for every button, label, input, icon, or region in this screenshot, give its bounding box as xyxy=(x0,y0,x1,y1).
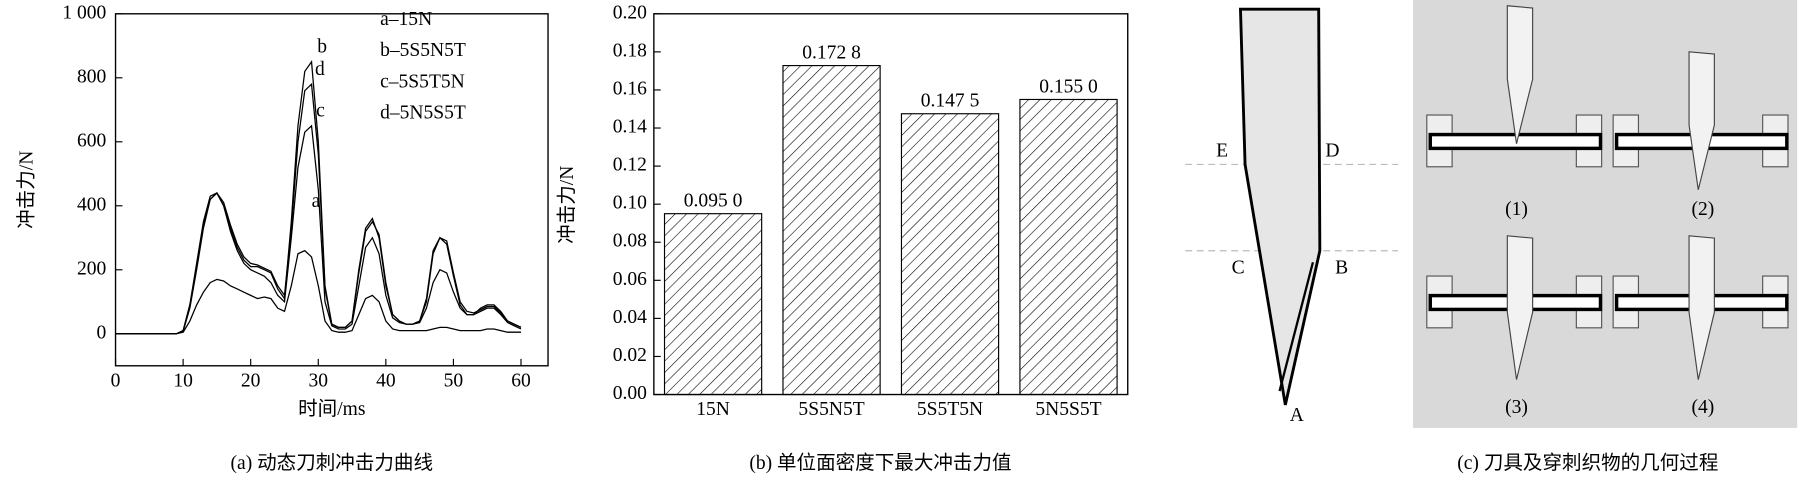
x-tick-label: 50 xyxy=(444,370,464,391)
y-tick-label: 200 xyxy=(77,258,107,279)
bar xyxy=(663,213,763,396)
x-tick-label: 0 xyxy=(111,370,121,391)
y-axis-label: 冲击力/N xyxy=(16,151,38,229)
y-tick-label: 0.16 xyxy=(613,78,647,99)
y-tick-label: 800 xyxy=(77,66,107,87)
y-tick-label: 0.14 xyxy=(613,117,647,138)
x-tick-label: 5S5N5T xyxy=(798,399,864,420)
step-label: (3) xyxy=(1505,397,1528,418)
curve-label: b xyxy=(317,36,327,57)
point-label: B xyxy=(1335,258,1348,279)
value-label: 0.172 8 xyxy=(802,43,861,64)
plot-frame xyxy=(114,13,549,367)
step-label: (1) xyxy=(1505,199,1528,220)
y-tick-label: 0 xyxy=(97,322,107,343)
bar xyxy=(900,113,1000,396)
knife xyxy=(1506,5,1534,144)
process-panel xyxy=(1413,0,1798,428)
x-tick-label: 60 xyxy=(511,370,531,391)
knife xyxy=(1238,7,1322,406)
x-tick-label: 15N xyxy=(696,399,730,420)
y-tick-label: 0.04 xyxy=(613,307,647,328)
knife-edge xyxy=(1278,261,1315,392)
knife xyxy=(1506,235,1534,380)
point-label: E xyxy=(1216,140,1228,161)
legend-label: b–5S5N5T xyxy=(380,40,466,61)
legend-label: a–15N xyxy=(380,9,432,30)
curve-label: d xyxy=(315,59,325,80)
x-tick-label: 40 xyxy=(376,370,396,391)
y-tick-label: 0.18 xyxy=(613,40,647,61)
knife-diagram xyxy=(1185,7,1399,406)
y-tick-label: 0.12 xyxy=(613,155,647,176)
curve-label: a xyxy=(312,191,321,212)
y-tick-label: 0.08 xyxy=(613,231,647,252)
knife xyxy=(1688,51,1715,190)
point-label: C xyxy=(1232,258,1245,279)
caption: (b) 单位面密度下最大冲击力值 xyxy=(749,452,1011,474)
point-label: D xyxy=(1325,140,1339,161)
step-label: (2) xyxy=(1691,199,1714,220)
y-tick-label: 600 xyxy=(77,130,107,151)
y-tick-label: 400 xyxy=(77,194,107,215)
bar xyxy=(1019,98,1118,396)
value-label: 0.147 5 xyxy=(921,91,980,112)
y-tick-label: 0.06 xyxy=(613,269,647,290)
step-label: (4) xyxy=(1691,397,1714,418)
process-steps xyxy=(1426,5,1789,380)
bar xyxy=(782,65,881,396)
point-label: A xyxy=(1290,405,1304,426)
knife xyxy=(1688,235,1715,380)
curve-label: c xyxy=(316,100,325,121)
y-tick-label: 0.00 xyxy=(613,383,647,404)
x-tick-label: 5S5T5N xyxy=(917,399,983,420)
caption: (a) 动态刀刺冲击力曲线 xyxy=(231,452,434,474)
x-axis-label: 时间/ms xyxy=(298,398,365,420)
x-tick-label: 20 xyxy=(241,370,261,391)
legend-label: d–5N5S5T xyxy=(380,102,466,123)
x-tick-label: 10 xyxy=(173,370,193,391)
y-tick-label: 0.02 xyxy=(613,345,647,366)
y-tick-label: 0.20 xyxy=(613,2,647,23)
caption: (c) 刀具及穿刺织物的几何过程 xyxy=(1457,452,1718,474)
y-axis-label: 冲击力/N xyxy=(556,166,578,244)
value-label: 0.155 0 xyxy=(1039,76,1098,97)
value-label: 0.095 0 xyxy=(684,191,743,212)
x-tick-label: 30 xyxy=(308,370,328,391)
x-tick-label: 5N5S5T xyxy=(1035,399,1101,420)
y-tick-label: 0.10 xyxy=(613,193,647,214)
series-line xyxy=(115,249,521,335)
legend-label: c–5S5T5N xyxy=(380,71,465,92)
y-tick-label: 1 000 xyxy=(62,2,106,23)
series-line xyxy=(115,82,522,335)
